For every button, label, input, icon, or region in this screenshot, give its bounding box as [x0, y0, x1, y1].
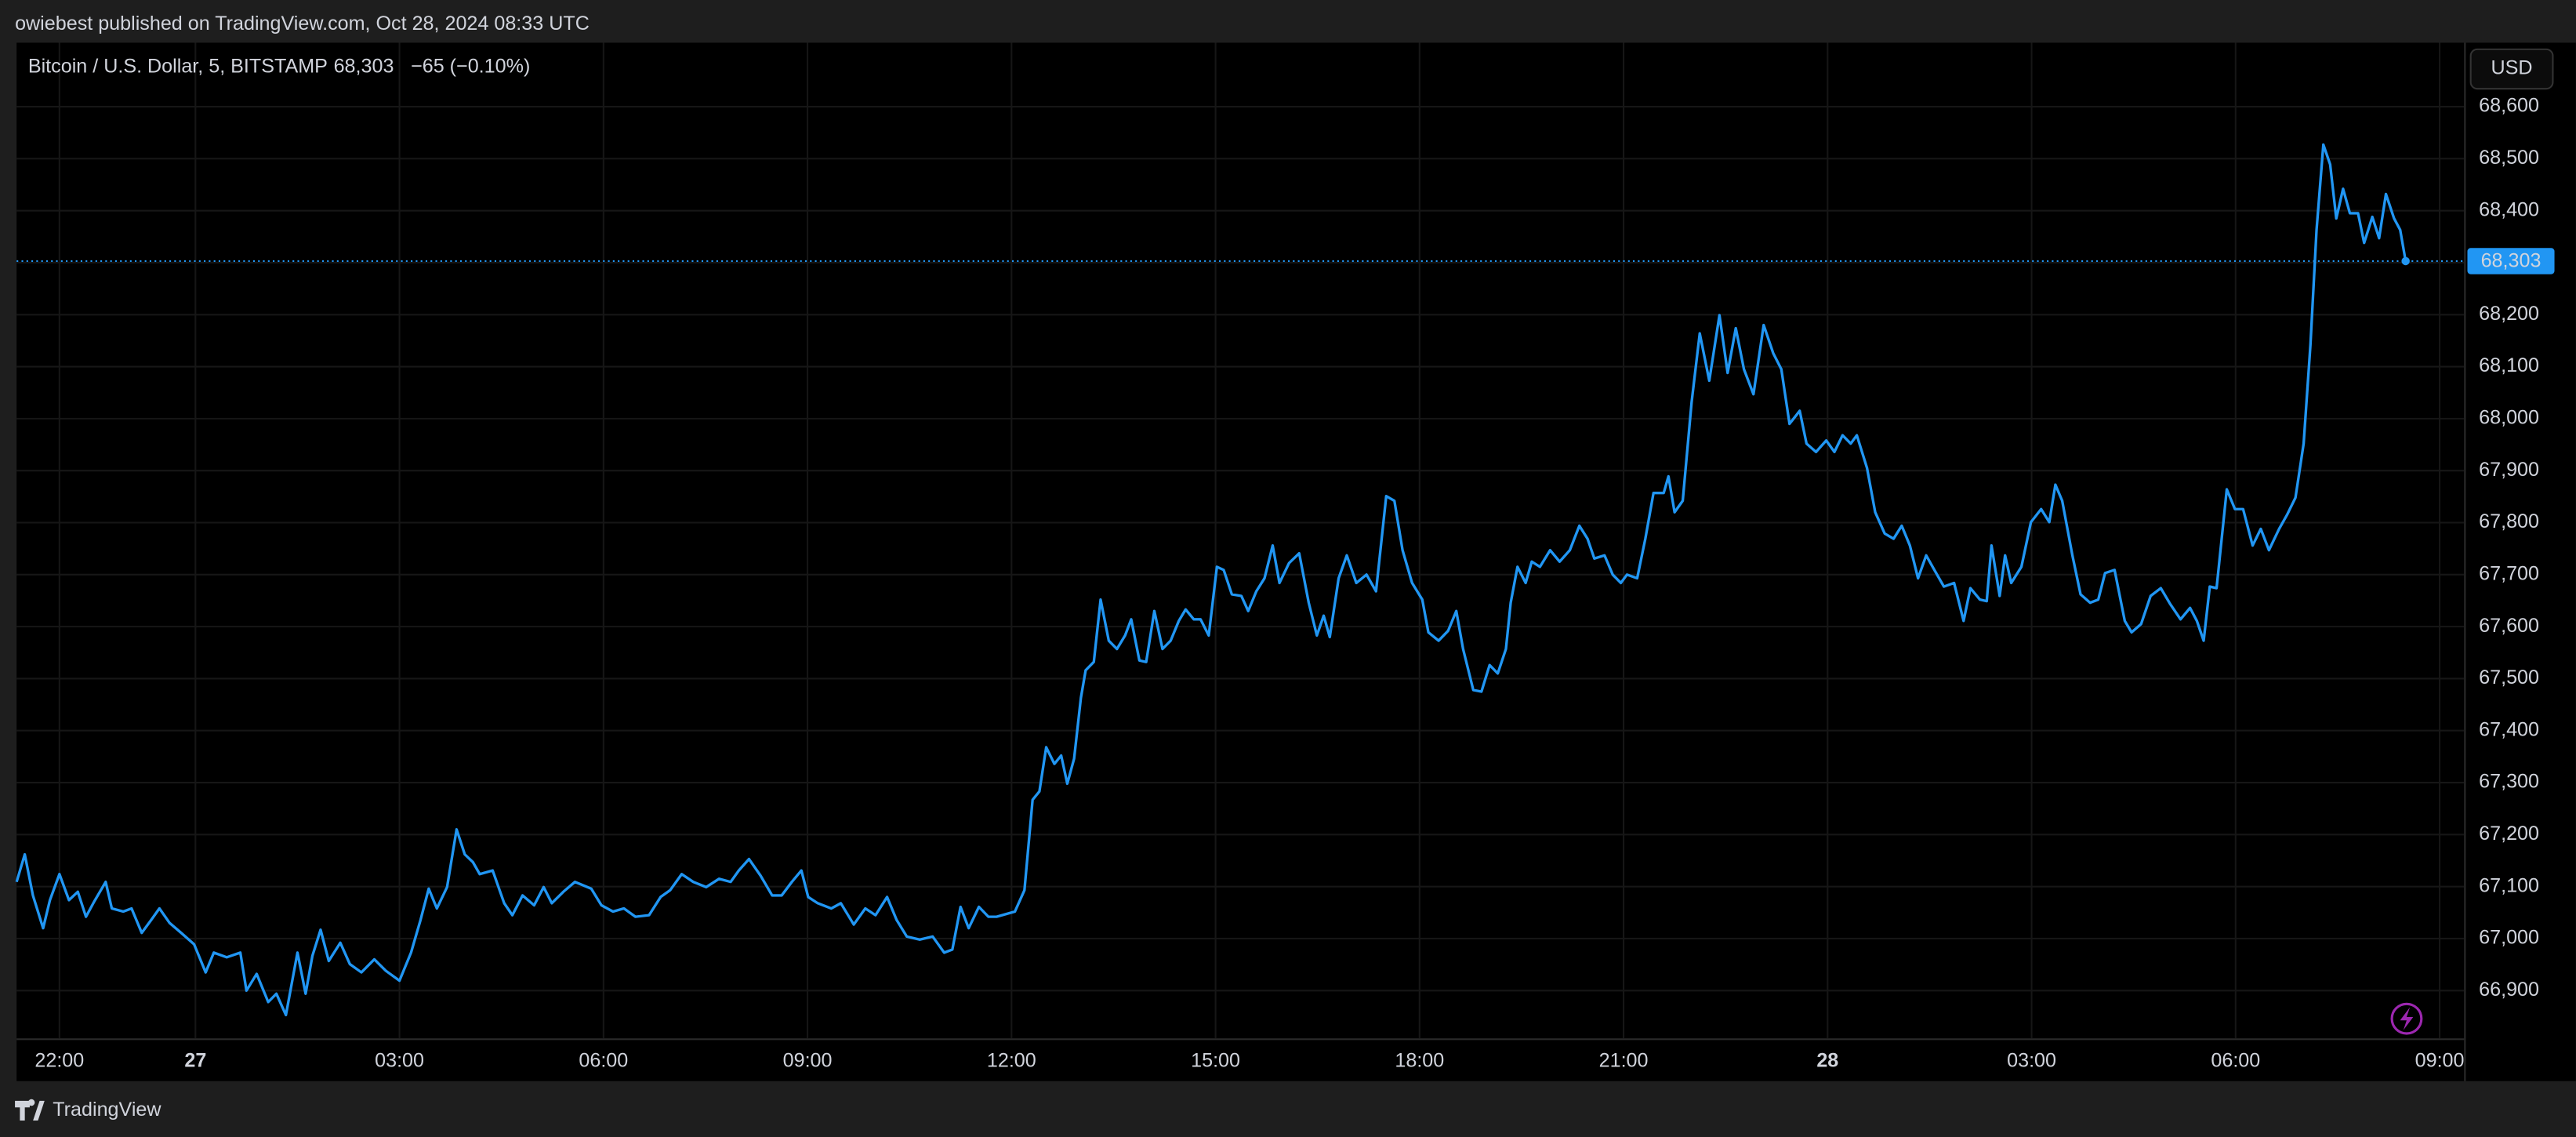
y-tick-label: 67,700	[2479, 562, 2539, 584]
x-tick-label: 21:00	[1599, 1049, 1649, 1071]
y-tick-label: 68,100	[2479, 354, 2539, 376]
y-tick-label: 67,500	[2479, 667, 2539, 688]
brand-logo	[15, 1099, 45, 1121]
last-price-tag-label: 68,303	[2481, 250, 2542, 272]
y-tick-label: 68,400	[2479, 198, 2539, 220]
price-line	[15, 143, 2407, 1017]
currency-label[interactable]: USD	[2491, 57, 2533, 79]
plot	[15, 143, 2465, 1017]
y-tick-label: 67,100	[2479, 874, 2539, 896]
brand-name: TradingView	[53, 1099, 161, 1121]
last-point	[2401, 256, 2410, 266]
legend-change: −65 (−0.10%)	[411, 56, 530, 78]
y-tick-label: 67,300	[2479, 771, 2539, 793]
chart-background	[16, 42, 2576, 1081]
symbol-title: Bitcoin / U.S. Dollar, 5, BITSTAMP	[28, 56, 328, 78]
publish-info: owiebest published on TradingView.com, O…	[15, 13, 590, 35]
last-price-tag	[2467, 248, 2555, 274]
y-tick-label: 68,600	[2479, 95, 2539, 117]
y-tick-label: 68,200	[2479, 303, 2539, 325]
x-tick-label: 22:00	[34, 1049, 84, 1071]
replay-icon[interactable]	[2390, 1002, 2423, 1035]
lightning-icon	[2400, 1007, 2414, 1030]
y-tick-label: 67,400	[2479, 718, 2539, 740]
x-tick-label: 03:00	[2007, 1049, 2056, 1071]
x-tick-label: 12:00	[987, 1049, 1036, 1071]
x-tick-label: 06:00	[579, 1049, 628, 1071]
x-tick-label: 06:00	[2211, 1049, 2260, 1071]
x-tick-label: 18:00	[1395, 1049, 1444, 1071]
x-tick-label: 27	[184, 1049, 206, 1071]
x-tick-label: 15:00	[1191, 1049, 1240, 1071]
y-tick-label: 66,900	[2479, 979, 2539, 1001]
y-tick-label: 67,800	[2479, 510, 2539, 532]
x-tick-label: 28	[1816, 1049, 1838, 1071]
y-tick-label: 68,500	[2479, 147, 2539, 169]
y-tick-label: 68,000	[2479, 407, 2539, 429]
x-tick-label: 09:00	[2415, 1049, 2465, 1071]
y-tick-label: 67,600	[2479, 615, 2539, 637]
y-tick-label: 67,900	[2479, 459, 2539, 481]
currency-button[interactable]	[2469, 48, 2554, 90]
x-tick-label: 09:00	[783, 1049, 833, 1071]
y-tick-label: 67,200	[2479, 823, 2539, 845]
legend-price: 68,303	[334, 56, 394, 78]
x-tick-label: 03:00	[375, 1049, 424, 1071]
grid	[16, 42, 2465, 1039]
y-tick-label: 67,000	[2479, 927, 2539, 949]
